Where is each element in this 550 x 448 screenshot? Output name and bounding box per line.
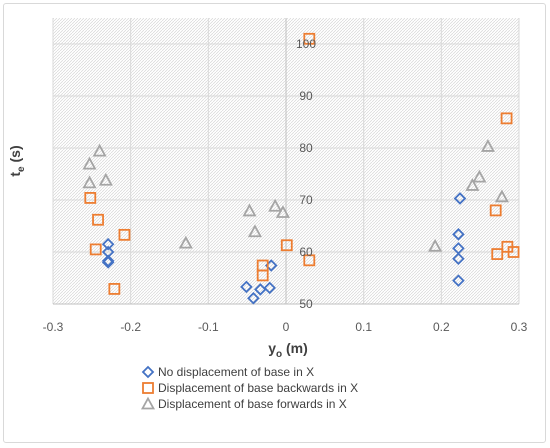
y-axis-title-sub: e (16, 166, 27, 172)
y-axis-title: te (s) (7, 145, 27, 176)
triangle-marker (92, 143, 107, 157)
x-axis-title: yo (m) (268, 340, 308, 360)
diamond-marker (452, 252, 465, 266)
x-tick-label: 0.3 (511, 320, 528, 334)
square-marker (84, 192, 97, 204)
square-marker (303, 32, 316, 45)
x-tick-label: 0.2 (433, 320, 450, 334)
y-tick-label: 80 (299, 141, 313, 155)
diamond-marker (101, 254, 115, 268)
triangle-marker (480, 139, 495, 152)
x-tick-label: -0.3 (43, 320, 64, 334)
square-marker (491, 248, 504, 260)
y-tick-label: 60 (299, 245, 313, 259)
y-axis-title-unit: (s) (7, 145, 23, 166)
diamond-marker (452, 274, 465, 287)
diamond-marker (101, 256, 115, 269)
square-marker (500, 112, 513, 125)
diamond-marker (452, 228, 465, 241)
triangle-marker (178, 235, 193, 249)
square-marker (280, 239, 293, 252)
diamond-marker (240, 280, 253, 294)
x-axis-title-main: y (268, 340, 276, 356)
tick-label-layer: -0.3 -0.2 -0.1 0 0.1 0.2 0.3 50 60 70 80 90 100 (43, 37, 528, 334)
triangle-marker (465, 178, 480, 191)
x-tick-label: 0.1 (355, 320, 372, 334)
diamond-marker (247, 292, 260, 305)
y-tick-label: 90 (299, 89, 313, 103)
y-axis-title-main: t (7, 172, 23, 177)
y-tick-label: 50 (299, 297, 313, 311)
square-marker (256, 269, 269, 282)
marker-layer (82, 32, 520, 305)
y-tick-label: 70 (299, 193, 313, 207)
square-marker (108, 283, 121, 295)
grid-layer (52, 18, 520, 305)
legend: No displacement of base in X Displacement… (140, 365, 358, 411)
x-axis-title-sub: o (276, 349, 282, 360)
diamond-marker (453, 192, 467, 205)
legend-label: No displacement of base in X (158, 365, 314, 379)
triangle-marker (472, 169, 487, 183)
triangle-marker (82, 156, 97, 170)
legend-diamond-marker (141, 365, 155, 379)
triangle-marker (428, 238, 443, 252)
triangle-marker (268, 198, 283, 212)
square-marker (489, 204, 502, 217)
legend-label: Displacement of base backwards in X (158, 381, 358, 395)
diamond-marker (263, 281, 276, 295)
square-marker (303, 254, 316, 267)
x-tick-label: 0 (283, 320, 290, 334)
triangle-marker (242, 203, 257, 217)
square-marker (118, 228, 131, 241)
x-tick-label: -0.2 (120, 320, 141, 334)
square-marker (89, 243, 102, 256)
triangle-marker (98, 172, 113, 186)
triangle-marker (275, 205, 290, 218)
x-tick-label: -0.1 (198, 320, 219, 334)
square-marker (92, 213, 104, 226)
triangle-marker (494, 189, 509, 203)
square-marker (507, 246, 520, 258)
x-axis-title-unit: (m) (282, 340, 308, 356)
triangle-marker (82, 175, 97, 189)
y-tick-label: 100 (296, 37, 316, 51)
diamond-marker (101, 237, 115, 251)
legend-label: Displacement of base forwards in X (158, 397, 347, 411)
legend-triangle-marker (140, 396, 156, 410)
triangle-marker (247, 224, 262, 238)
legend-square-marker (142, 382, 154, 394)
